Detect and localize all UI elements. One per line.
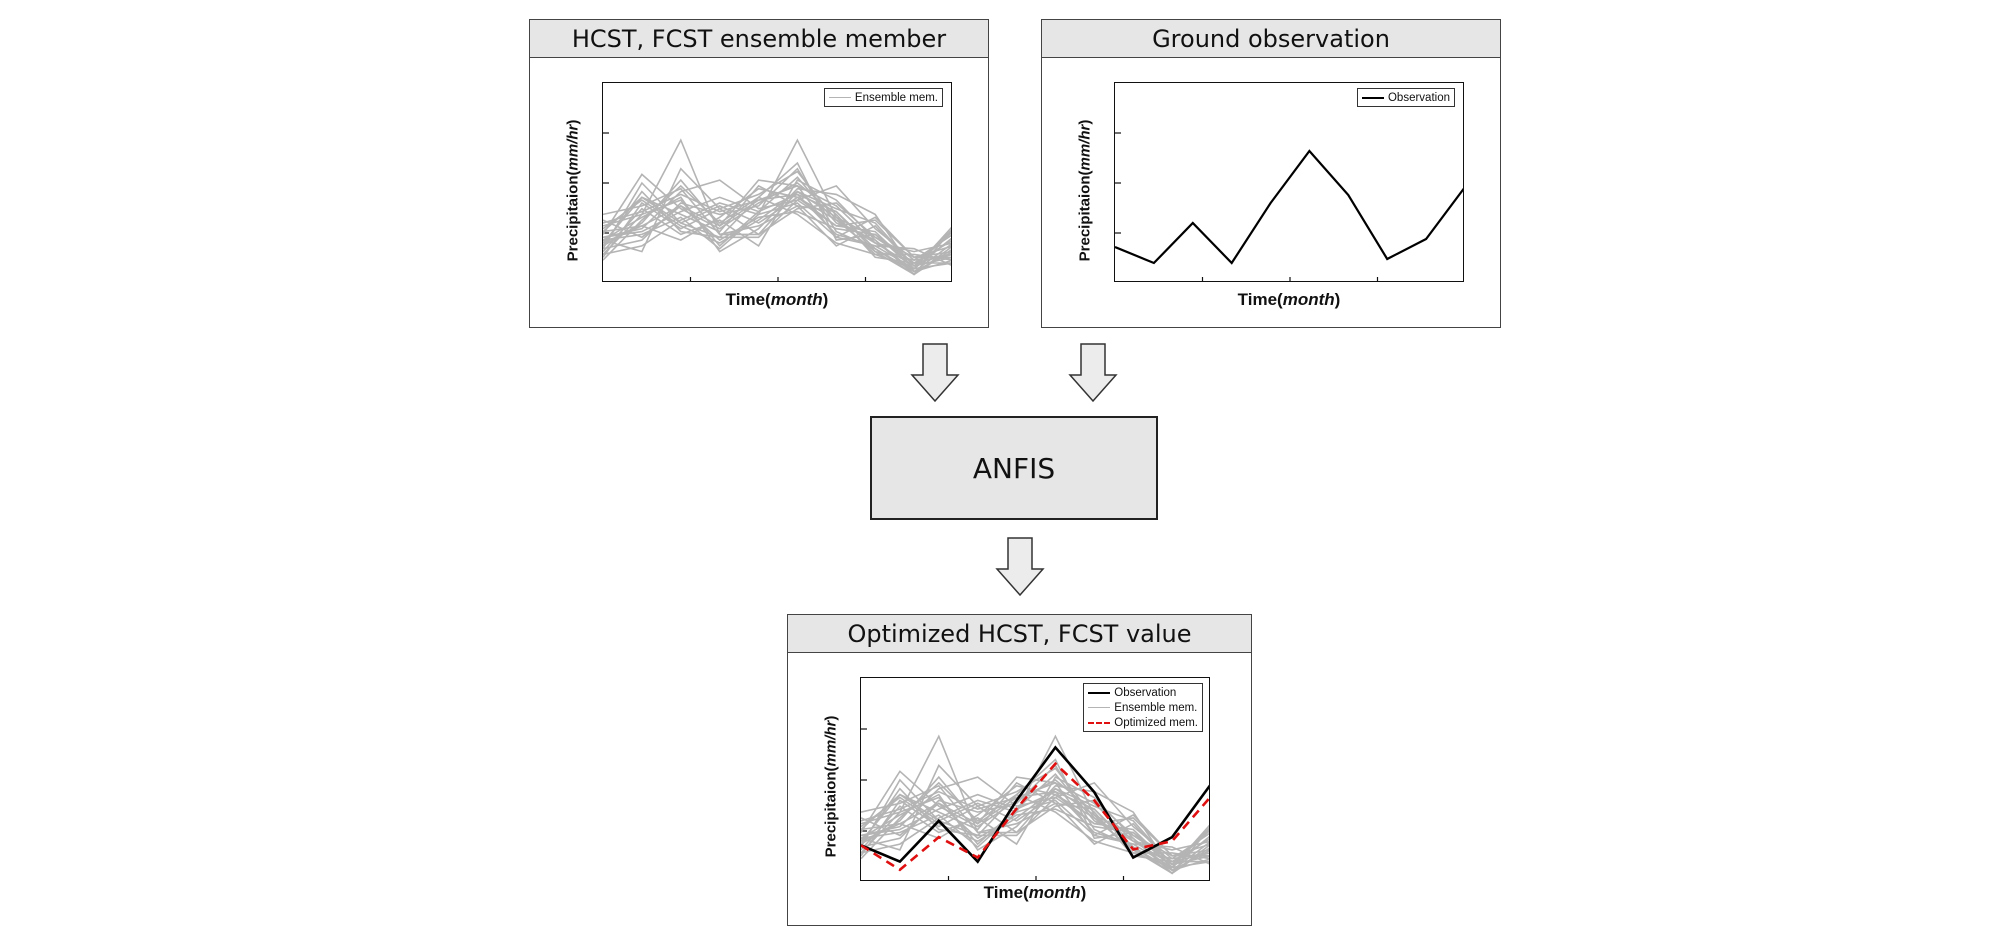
ensemble-member-line xyxy=(603,179,951,259)
optimized-legend: Observation Ensemble mem. Optimized mem. xyxy=(1083,683,1203,732)
legend-swatch-observation xyxy=(1361,96,1384,99)
down-arrow-icon xyxy=(1068,343,1118,403)
x-label-unit: month xyxy=(1028,883,1081,902)
observation-chart xyxy=(1115,132,1463,281)
optimized-chart xyxy=(861,728,1209,880)
down-arrow-icon xyxy=(910,343,960,403)
y-label-text: Precipitaion xyxy=(564,175,582,262)
x-label-text: Time xyxy=(983,883,1024,902)
legend-swatch-ensemble xyxy=(1088,707,1111,708)
ensemble-legend: Ensemble mem. xyxy=(823,88,943,107)
legend-entry-observation: Observation xyxy=(1088,685,1198,700)
ensemble-panel-title: HCST, FCST ensemble member xyxy=(530,20,988,58)
optimized-x-axis-label: Time(month) xyxy=(983,883,1087,902)
y-label-unit: mm/hr xyxy=(1076,124,1094,171)
optimized-plot-area: Observation Ensemble mem. Optimized mem. xyxy=(860,677,1210,881)
y-label-unit: mm/hr xyxy=(822,720,840,767)
observation-legend: Observation xyxy=(1356,88,1455,107)
legend-swatch-optimized xyxy=(1088,721,1111,724)
ensemble-y-axis-label: Precipitaion(mm/hr) xyxy=(564,119,582,262)
y-label-text: Precipitaion xyxy=(1076,175,1094,262)
ensemble-member-line xyxy=(603,196,951,267)
ensemble-panel: HCST, FCST ensemble member Precipitaion(… xyxy=(529,19,989,328)
legend-label-observation: Observation xyxy=(1387,91,1450,104)
legend-label-ensemble: Ensemble mem. xyxy=(1114,701,1198,714)
ensemble-member-line xyxy=(603,138,951,264)
ensemble-member-line xyxy=(861,734,1209,875)
down-arrow-icon xyxy=(995,537,1045,597)
legend-label-optimized: Optimized mem. xyxy=(1114,716,1198,729)
ensemble-member-line xyxy=(861,773,1209,872)
ensemble-member-line xyxy=(603,176,951,273)
ensemble-member-line xyxy=(861,776,1209,857)
ensemble-plot-area: Ensemble mem. xyxy=(602,82,952,282)
optimized-panel-title: Optimized HCST, FCST value xyxy=(788,615,1251,653)
optimized-y-axis-label: Precipitaion(mm/hr) xyxy=(822,715,840,858)
observation-x-axis-label: Time(month) xyxy=(1237,290,1341,309)
observation-panel-title: Ground observation xyxy=(1042,20,1500,58)
y-label-text: Precipitaion xyxy=(822,771,840,858)
optimized-panel: Optimized HCST, FCST value Precipitaion(… xyxy=(787,614,1252,926)
observation-plot-area: Observation xyxy=(1114,82,1464,282)
y-label-unit: mm/hr xyxy=(564,124,582,171)
ensemble-member-line xyxy=(861,793,1209,866)
legend-entry-observation: Observation xyxy=(1361,90,1450,105)
ensemble-member-line xyxy=(861,781,1209,860)
x-label-unit: month xyxy=(770,290,823,309)
x-label-text: Time xyxy=(1237,290,1278,309)
ensemble-member-line xyxy=(603,138,951,276)
ensemble-member-line xyxy=(603,187,951,259)
ensemble-chart xyxy=(603,132,951,281)
observation-line xyxy=(1115,149,1463,265)
legend-swatch-observation xyxy=(1088,691,1111,694)
x-label-unit: month xyxy=(1282,290,1335,309)
ensemble-member-line xyxy=(603,184,951,267)
anfis-box: ANFIS xyxy=(870,416,1158,520)
x-label-text: Time xyxy=(725,290,766,309)
legend-entry-ensemble: Ensemble mem. xyxy=(1088,700,1198,715)
legend-label-ensemble: Ensemble mem. xyxy=(854,91,938,104)
legend-entry-optimized: Optimized mem. xyxy=(1088,715,1198,730)
legend-swatch-ensemble xyxy=(828,97,851,98)
ensemble-member-line xyxy=(603,193,951,270)
legend-entry-ensemble: Ensemble mem. xyxy=(828,90,938,105)
observation-panel: Ground observation Precipitaion(mm/hr) O… xyxy=(1041,19,1501,328)
ensemble-member-line xyxy=(861,790,1209,869)
optimized-member-line xyxy=(861,761,1209,872)
observation-y-axis-label: Precipitaion(mm/hr) xyxy=(1076,119,1094,262)
ensemble-member-line xyxy=(603,184,951,261)
ensemble-x-axis-label: Time(month) xyxy=(725,290,829,309)
legend-label-observation: Observation xyxy=(1114,686,1177,699)
observation-line xyxy=(861,745,1209,864)
